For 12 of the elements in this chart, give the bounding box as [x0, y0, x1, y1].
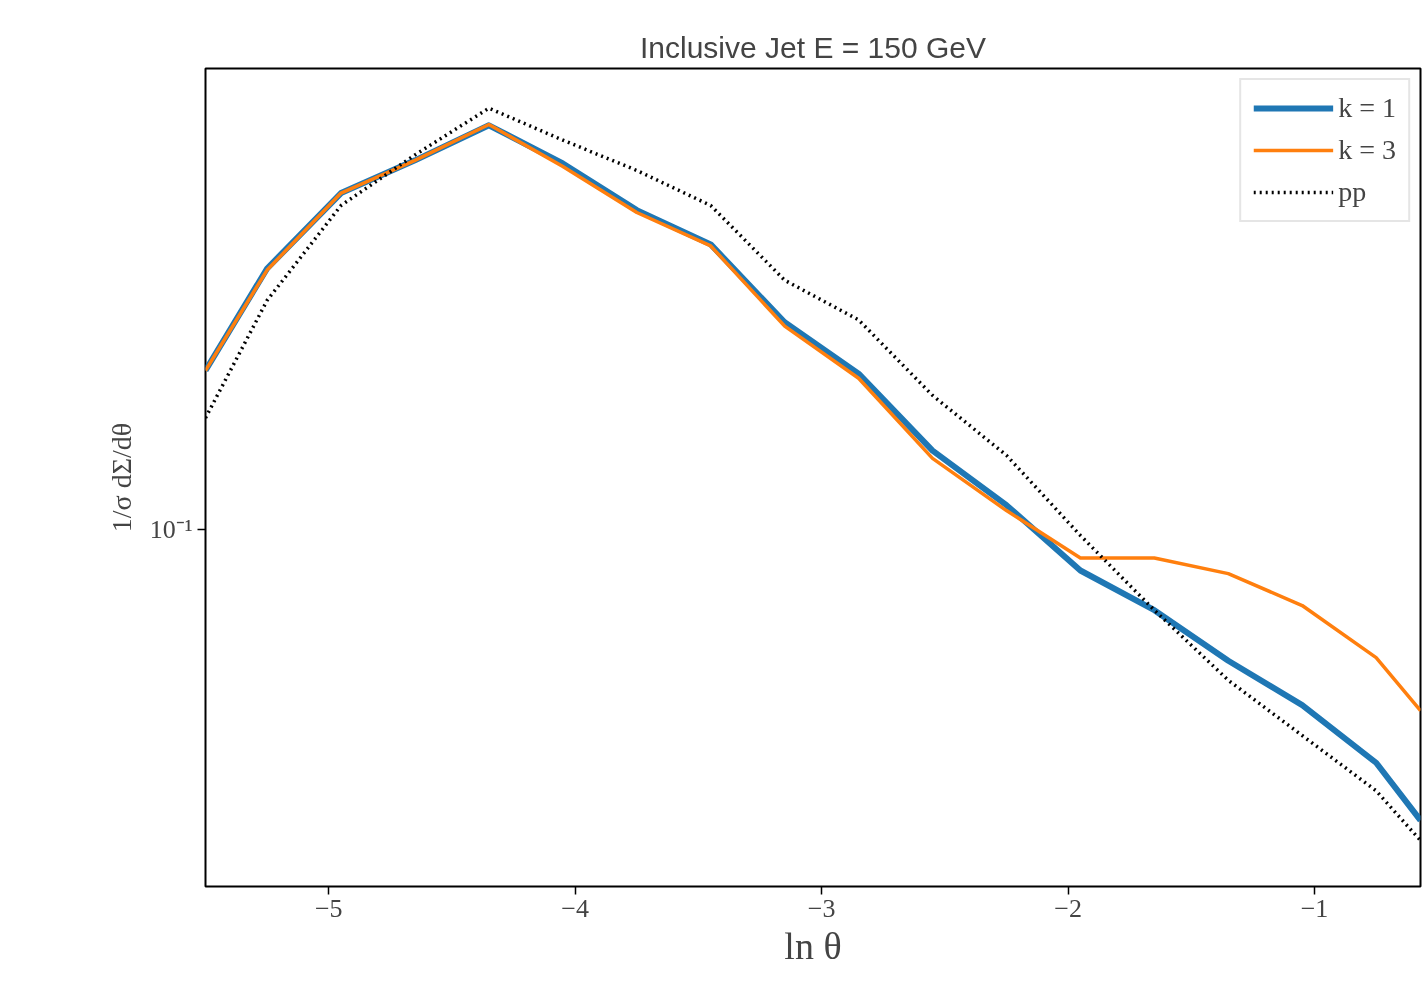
chart-title: Inclusive Jet E = 150 GeV — [639, 30, 987, 64]
x-tick-label: −3 — [807, 893, 836, 923]
legend-label: pp — [1338, 176, 1367, 208]
legend-label: k = 3 — [1338, 134, 1396, 166]
x-tick-label: −4 — [561, 893, 590, 923]
x-tick-label: −5 — [314, 893, 343, 923]
x-tick-label: −2 — [1054, 893, 1082, 923]
y-axis-title: 1/σ dΣ/dθ — [105, 422, 137, 533]
x-axis-title: ln θ — [784, 924, 842, 967]
x-tick-label: −1 — [1300, 893, 1329, 923]
text: 10⁻¹ — [149, 514, 193, 544]
legend-label: k = 1 — [1338, 92, 1396, 124]
